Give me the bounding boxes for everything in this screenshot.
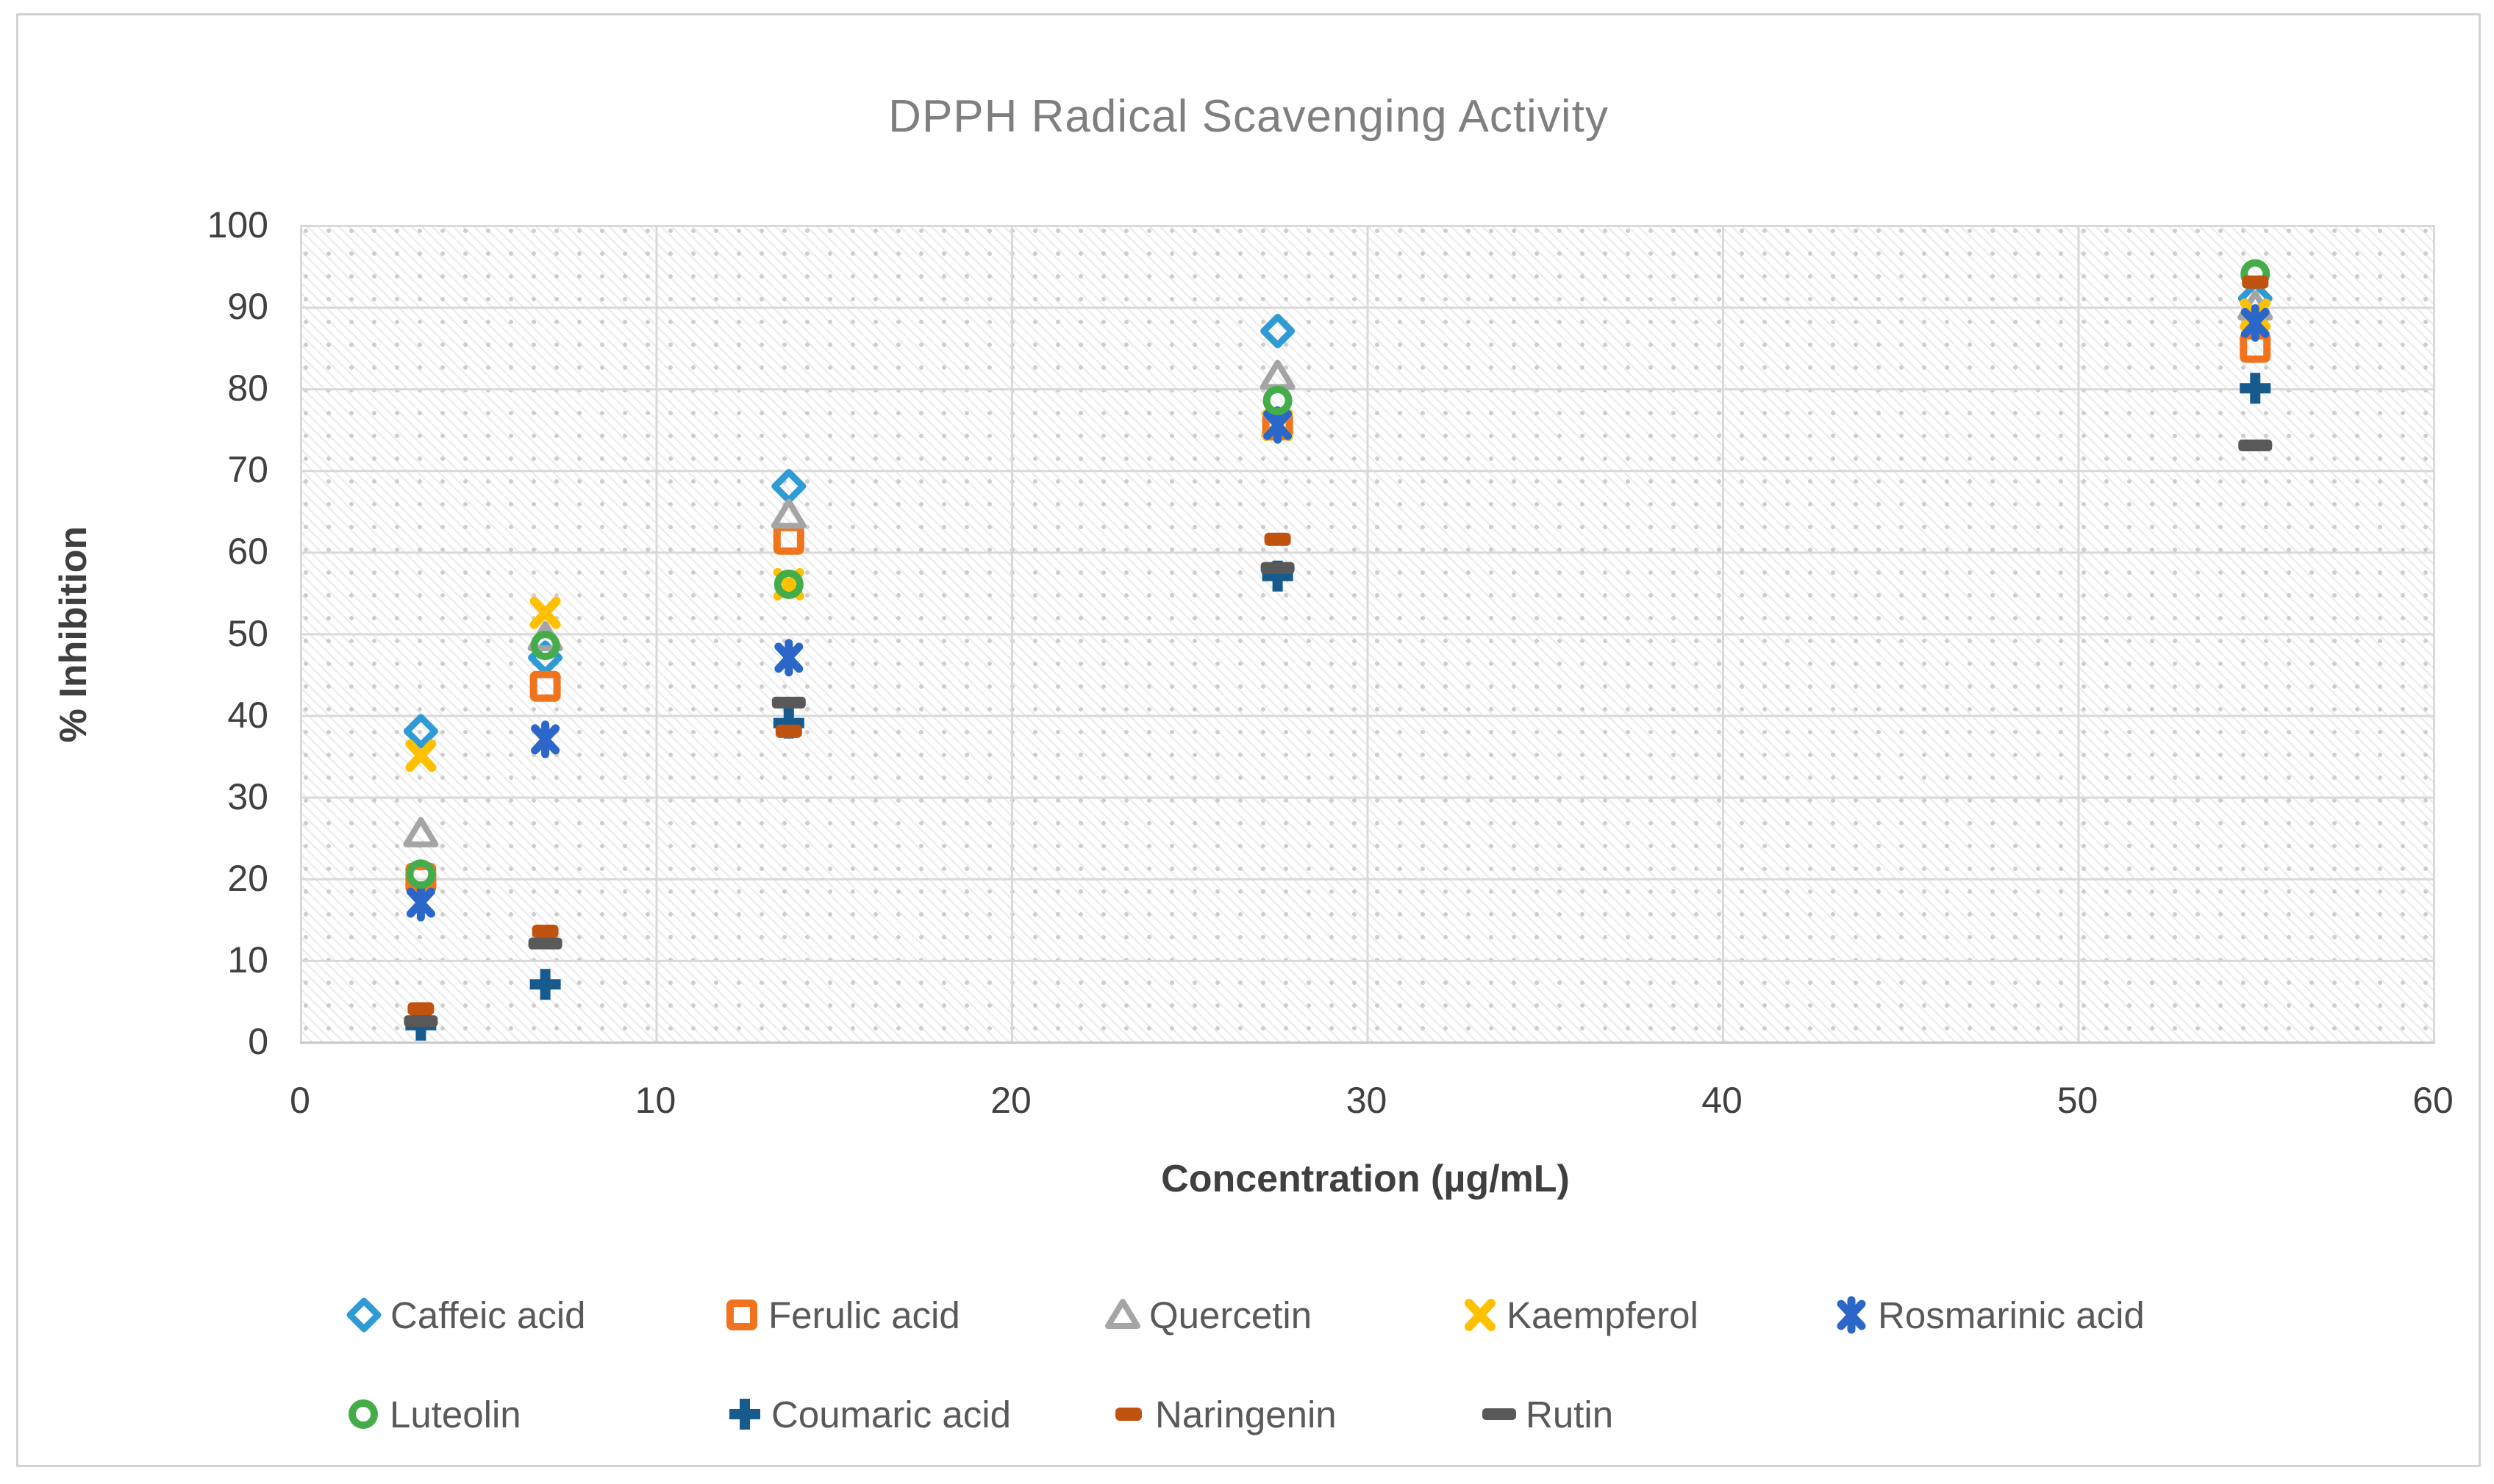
- point-quercetin-0: [403, 817, 439, 847]
- y-tick-30: 30: [227, 775, 268, 817]
- x-marker-icon: [1465, 1299, 1496, 1331]
- chart-frame: DPPH Radical Scavenging Activity % Inhib…: [16, 13, 2481, 1467]
- point-quercetin-3: [1259, 359, 1296, 390]
- legend-item-luteolin: Luteolin: [343, 1392, 521, 1436]
- y-tick-60: 60: [227, 531, 268, 573]
- point-rosmarinic-acid-0: [406, 883, 435, 922]
- star-marker-icon: [1837, 1296, 1866, 1334]
- legend-label: Rosmarinic acid: [1878, 1294, 2145, 1336]
- point-naringenin-1: [532, 925, 559, 939]
- point-luteolin-1: [530, 631, 560, 661]
- point-ferulic-acid-1: [529, 670, 561, 702]
- legend-item-rutin: Rutin: [1479, 1392, 1613, 1436]
- legend-label: Kaempferol: [1507, 1294, 1698, 1336]
- legend-label: Luteolin: [390, 1393, 521, 1435]
- point-caffeic-acid-3: [1260, 313, 1296, 348]
- point-kaempferol-1: [529, 596, 561, 629]
- y-tick-90: 90: [227, 286, 268, 328]
- point-rutin-1: [528, 937, 562, 950]
- y-tick-20: 20: [227, 857, 268, 899]
- legend-label: Rutin: [1526, 1393, 1614, 1435]
- point-ferulic-acid-2: [773, 523, 804, 555]
- point-naringenin-2: [775, 724, 802, 738]
- x-tick-30: 30: [1346, 1080, 1387, 1121]
- point-caffeic-acid-2: [771, 469, 807, 504]
- point-rosmarinic-acid-4: [2240, 304, 2270, 342]
- dash-long-marker-icon: [1482, 1408, 1516, 1420]
- x-tick-10: 10: [635, 1080, 676, 1121]
- point-luteolin-2: [773, 569, 804, 599]
- point-coumaric-acid-4: [2240, 373, 2271, 404]
- y-tick-0: 0: [248, 1021, 268, 1062]
- dash-short-marker-icon: [1115, 1408, 1142, 1421]
- y-tick-100: 100: [207, 204, 268, 245]
- triangle-marker-icon: [1105, 1299, 1140, 1329]
- legend-item-caffeic-acid: Caffeic acid: [343, 1293, 586, 1337]
- y-tick-80: 80: [227, 368, 268, 409]
- legend-label: Quercetin: [1149, 1294, 1312, 1336]
- x-tick-40: 40: [1701, 1080, 1743, 1121]
- point-rutin-0: [404, 1015, 438, 1028]
- diamond-marker-icon: [346, 1297, 382, 1333]
- y-tick-50: 50: [227, 612, 268, 654]
- y-tick-70: 70: [227, 449, 268, 491]
- point-rosmarinic-acid-2: [774, 639, 804, 677]
- legend-item-kaempferol: Kaempferol: [1459, 1293, 1698, 1337]
- legend-label: Caffeic acid: [390, 1294, 586, 1336]
- point-caffeic-acid-0: [403, 714, 438, 749]
- legend-item-naringenin: Naringenin: [1108, 1392, 1337, 1436]
- scatter-points-layer: [403, 259, 2273, 1041]
- legend-item-ferulic-acid: Ferulic acid: [721, 1293, 960, 1337]
- x-tick-50: 50: [2057, 1080, 2098, 1121]
- x-axis-title: Concentration (µg/mL): [1161, 1158, 1570, 1200]
- legend-item-coumaric-acid: Coumaric acid: [724, 1392, 1011, 1436]
- legend-item-rosmarinic-acid: Rosmarinic acid: [1831, 1293, 2145, 1337]
- x-tick-0: 0: [290, 1080, 310, 1121]
- y-tick-10: 10: [227, 939, 268, 981]
- point-rutin-4: [2238, 439, 2273, 451]
- legend-item-quercetin: Quercetin: [1102, 1293, 1312, 1337]
- point-rutin-2: [771, 696, 806, 709]
- legend-label: Naringenin: [1155, 1393, 1337, 1435]
- x-tick-20: 20: [990, 1080, 1032, 1121]
- point-rutin-3: [1260, 562, 1295, 574]
- legend-label: Ferulic acid: [768, 1294, 960, 1336]
- point-naringenin-4: [2242, 275, 2269, 289]
- point-naringenin-0: [407, 1002, 435, 1016]
- point-luteolin-3: [1262, 385, 1293, 415]
- point-kaempferol-0: [405, 739, 437, 773]
- square-marker-icon: [726, 1300, 757, 1330]
- point-naringenin-3: [1264, 532, 1291, 546]
- point-coumaric-acid-1: [529, 969, 561, 1000]
- plot-area: [300, 225, 2435, 1044]
- x-tick-60: 60: [2412, 1080, 2454, 1121]
- legend-label: Coumaric acid: [771, 1393, 1011, 1435]
- point-luteolin-0: [406, 859, 436, 889]
- circle-marker-icon: [349, 1399, 378, 1429]
- y-tick-40: 40: [227, 694, 268, 736]
- point-quercetin-2: [771, 498, 807, 529]
- point-rosmarinic-acid-1: [531, 720, 560, 759]
- plus-marker-icon: [729, 1399, 760, 1430]
- chart-title: DPPH Radical Scavenging Activity: [888, 91, 1609, 142]
